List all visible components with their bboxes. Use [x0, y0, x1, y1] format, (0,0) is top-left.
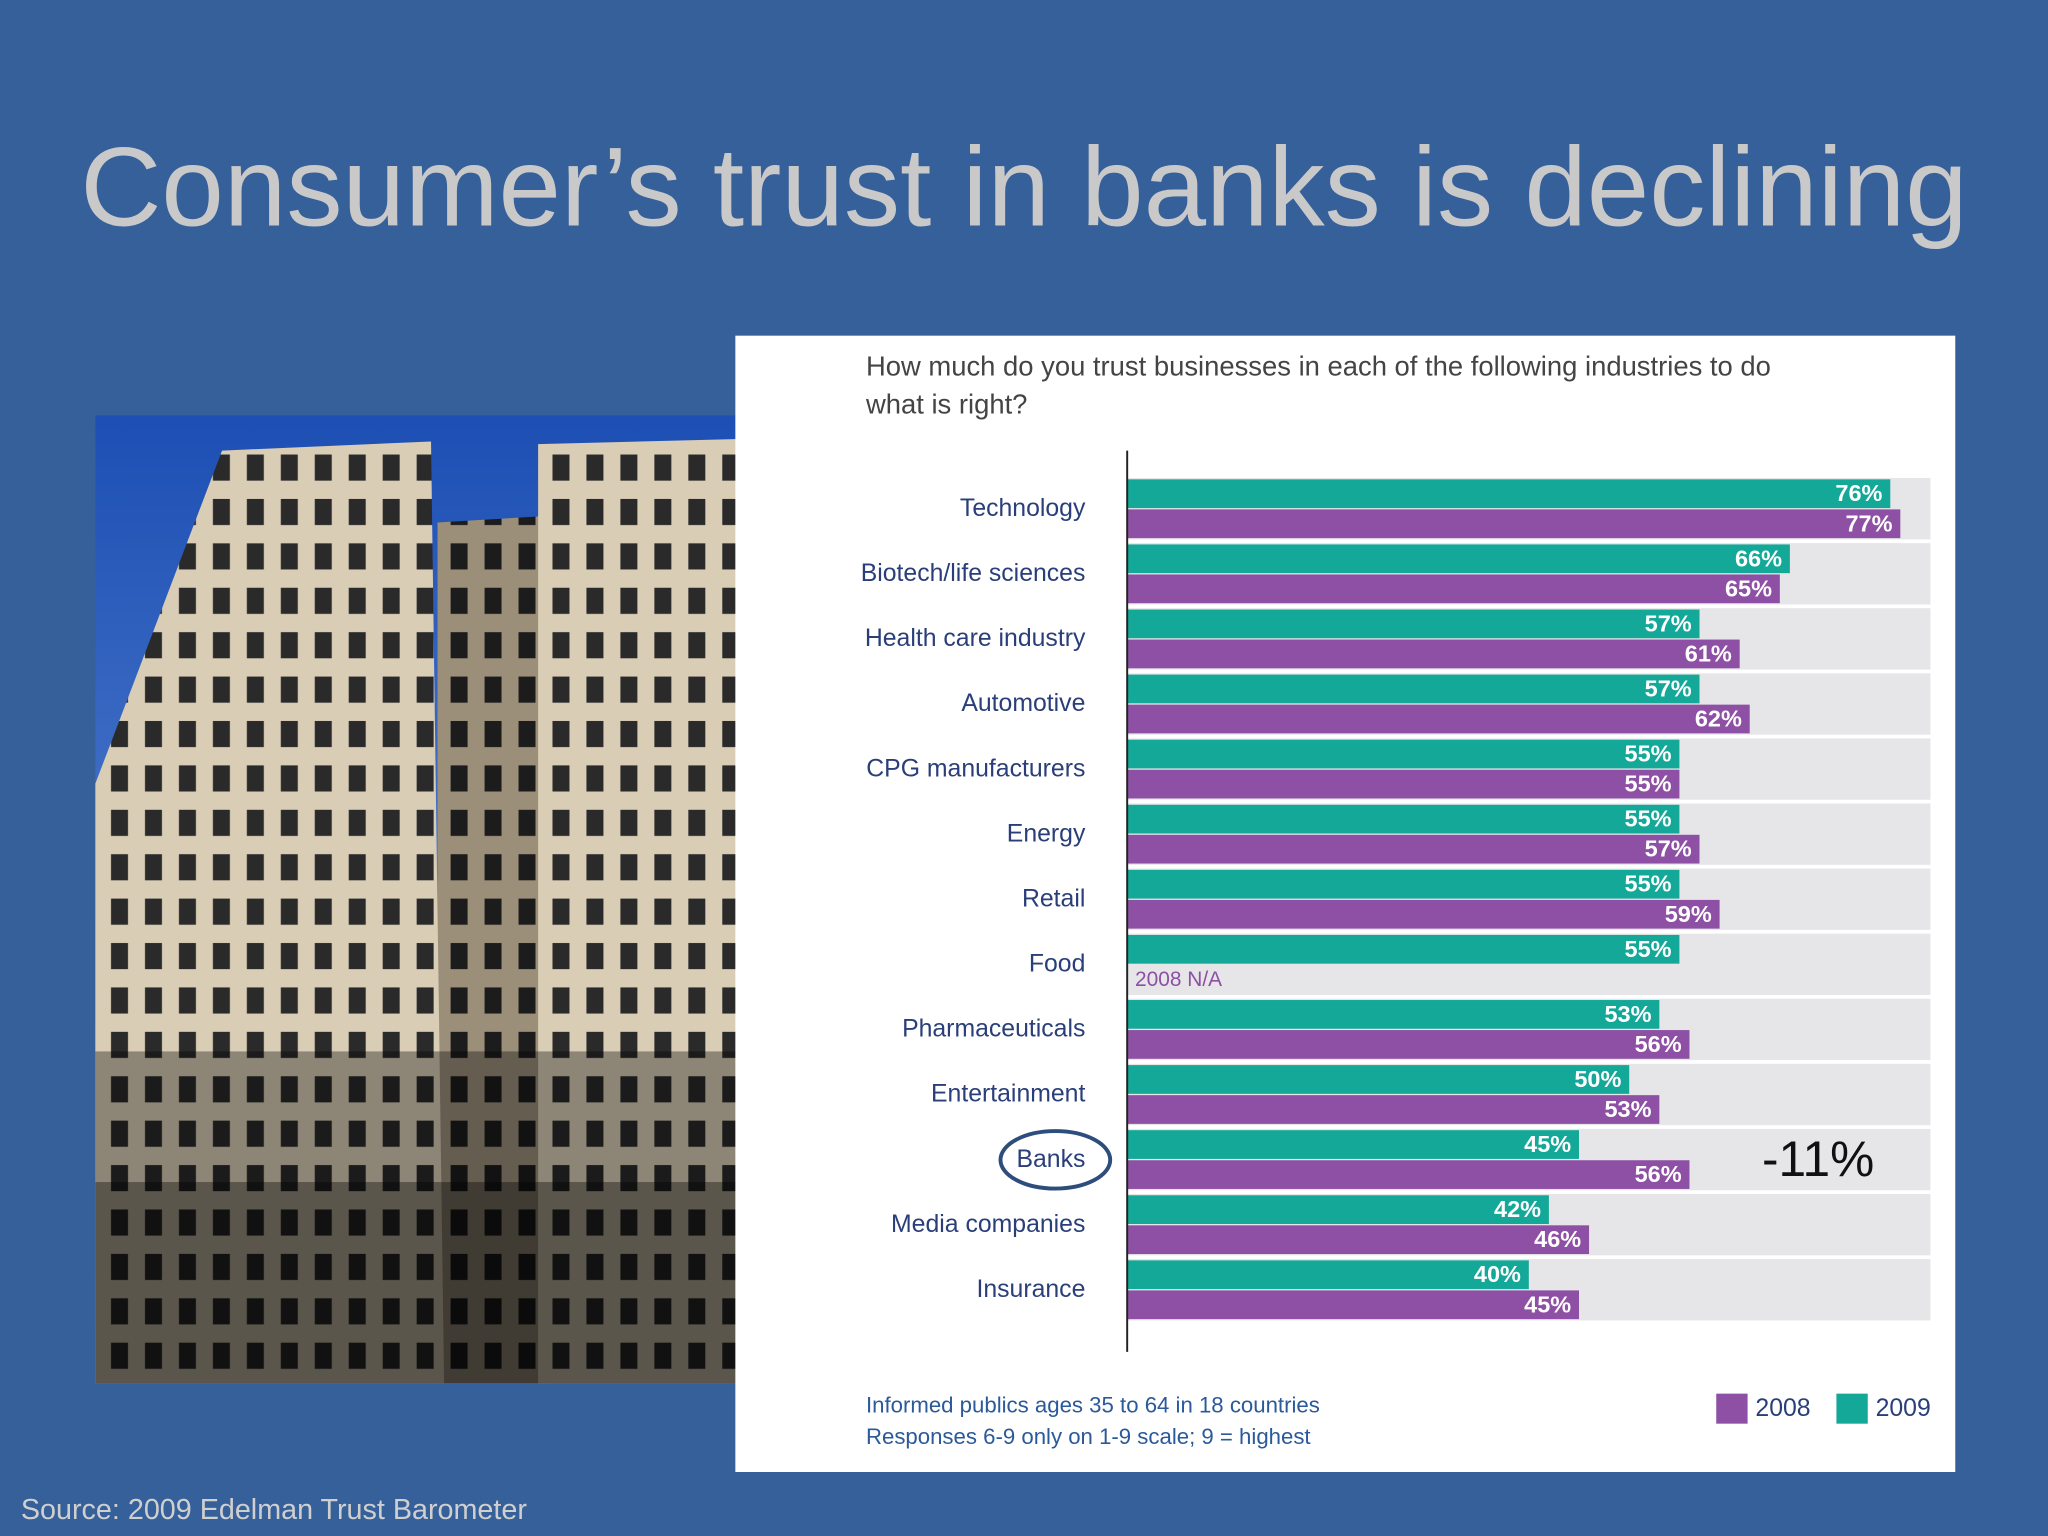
- value-label: 50%: [1574, 1066, 1621, 1092]
- footnote: Responses 6-9 only on 1-9 scale; 9 = hig…: [866, 1424, 1311, 1449]
- bar: [1127, 899, 1720, 929]
- y-tick-label: Insurance: [976, 1276, 1085, 1303]
- y-tick-label: Retail: [1022, 885, 1085, 912]
- y-tick-label: Pharmaceuticals: [902, 1016, 1085, 1043]
- chart-title: what is right?: [865, 388, 1027, 419]
- bar: [1127, 1095, 1660, 1124]
- building-photo: [95, 415, 822, 1384]
- bar: [1127, 704, 1750, 734]
- y-tick-label: Food: [1029, 951, 1086, 978]
- bar: [1127, 934, 1680, 964]
- bar: [1127, 1000, 1660, 1029]
- value-label: 62%: [1695, 706, 1742, 732]
- value-label: 77%: [1845, 510, 1892, 536]
- value-label: 56%: [1635, 1161, 1682, 1187]
- value-label: 40%: [1474, 1261, 1521, 1287]
- value-label: 55%: [1625, 771, 1672, 797]
- value-label: 76%: [1835, 480, 1882, 506]
- value-label: 57%: [1645, 610, 1692, 636]
- bar: [1127, 869, 1680, 899]
- bar: [1127, 1195, 1549, 1225]
- value-label: 55%: [1625, 936, 1672, 962]
- legend-swatch: [1716, 1393, 1748, 1424]
- source: Source: 2009 Edelman Trust Barometer: [21, 1494, 527, 1526]
- highlight-circle: [998, 1129, 1113, 1191]
- value-label: 61%: [1685, 640, 1732, 666]
- value-label: 45%: [1524, 1131, 1571, 1157]
- value-label: 55%: [1625, 806, 1672, 832]
- value-label: 55%: [1625, 741, 1672, 767]
- value-label: 46%: [1534, 1226, 1581, 1252]
- bar: [1127, 1030, 1690, 1059]
- value-label: 57%: [1645, 675, 1692, 701]
- y-tick-label: Energy: [1007, 820, 1086, 847]
- y-tick-label: Biotech/life sciences: [861, 560, 1086, 587]
- y-tick-label: Banks: [1016, 1146, 1085, 1173]
- bar: [1127, 574, 1780, 604]
- value-label: 53%: [1604, 1001, 1651, 1027]
- bar: [1127, 1065, 1630, 1094]
- bar: [1127, 479, 1891, 509]
- value-label: 55%: [1625, 871, 1672, 897]
- bar: [1127, 639, 1740, 669]
- bar: [1127, 609, 1700, 639]
- value-label: 56%: [1635, 1031, 1682, 1057]
- chart-title: How much do you trust businesses in each…: [866, 351, 1771, 382]
- y-tick-label: Media companies: [891, 1211, 1085, 1238]
- chart: How much do you trust businesses in each…: [865, 351, 1771, 1449]
- value-label: 66%: [1735, 545, 1782, 571]
- bar: [1127, 739, 1680, 769]
- bar: [1127, 1260, 1529, 1290]
- bar: [1127, 834, 1700, 864]
- bar: [1127, 674, 1700, 704]
- y-tick-label: Health care industry: [865, 625, 1086, 652]
- bar: [1127, 769, 1680, 799]
- y-tick-label: Technology: [960, 495, 1086, 522]
- bar: [1127, 804, 1680, 834]
- value-label: 59%: [1665, 901, 1712, 927]
- bar: [1127, 544, 1790, 574]
- bar: [1127, 1130, 1580, 1159]
- y-tick-label: Automotive: [961, 690, 1085, 717]
- value-label: 45%: [1524, 1291, 1571, 1317]
- footnote: Informed publics ages 35 to 64 in 18 cou…: [866, 1393, 1320, 1418]
- value-label: 65%: [1725, 575, 1772, 601]
- legend-swatch: [1836, 1393, 1868, 1424]
- y-tick-label: Entertainment: [931, 1081, 1085, 1108]
- value-label: 42%: [1494, 1196, 1541, 1222]
- bar: [1127, 509, 1901, 539]
- bar: [1127, 1290, 1580, 1320]
- annotation: -11%: [1762, 1131, 1874, 1187]
- legend-label: 2009: [1876, 1395, 1931, 1422]
- legend-label: 2008: [1755, 1395, 1810, 1422]
- y-tick-label: CPG manufacturers: [866, 755, 1085, 782]
- slide-title: Consumer’s trust in banks is declining: [80, 124, 1967, 250]
- bar: [1127, 1160, 1690, 1189]
- value-label: 53%: [1604, 1096, 1651, 1122]
- bar: [1127, 1225, 1590, 1255]
- value-label: 57%: [1645, 836, 1692, 862]
- missing-note: 2008 N/A: [1135, 968, 1222, 991]
